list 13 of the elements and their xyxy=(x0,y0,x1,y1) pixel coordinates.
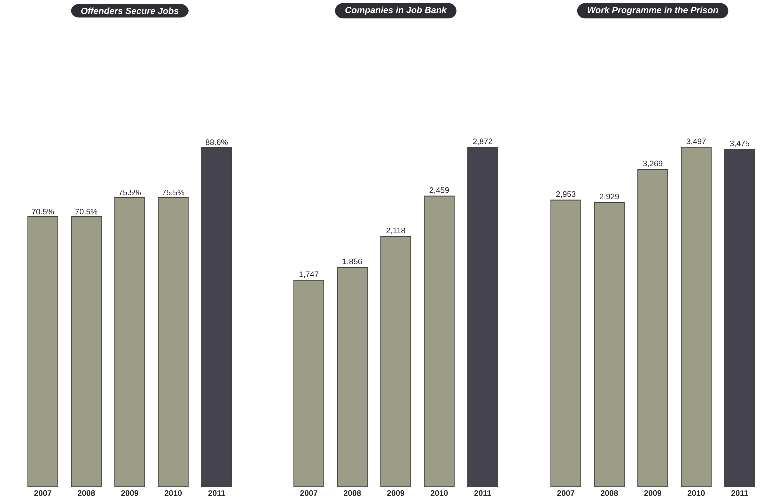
bar xyxy=(380,236,412,488)
bar xyxy=(594,202,625,488)
chart-title: Offenders Secure Jobs xyxy=(81,8,179,14)
bar xyxy=(468,147,498,488)
chart-title: Work Programme in the Prison xyxy=(588,6,718,16)
bar xyxy=(724,149,756,488)
bar xyxy=(424,196,455,488)
bar xyxy=(638,169,668,488)
bar xyxy=(550,200,582,488)
bar xyxy=(337,267,368,488)
bar xyxy=(681,147,712,488)
chart-title: Companies in Job Bank xyxy=(346,6,448,16)
bar xyxy=(294,280,324,488)
